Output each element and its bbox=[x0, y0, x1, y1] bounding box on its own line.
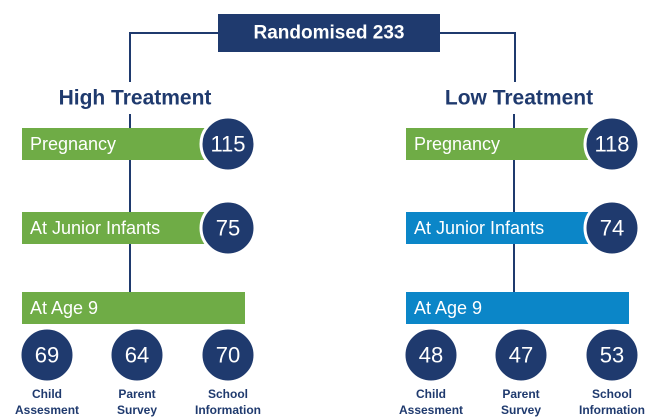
stage-count: 118 bbox=[594, 132, 629, 157]
stage-bar bbox=[406, 292, 629, 324]
outcome-label: Parent bbox=[118, 387, 155, 401]
stage-bar bbox=[22, 212, 215, 244]
outcome-count: 69 bbox=[35, 343, 59, 368]
arm-title: Low Treatment bbox=[445, 87, 593, 110]
top-box bbox=[218, 14, 440, 52]
outcome-label: Assesment bbox=[399, 403, 463, 417]
stage-circle bbox=[199, 199, 257, 257]
outcome-circle bbox=[108, 326, 166, 384]
stage-bar bbox=[406, 128, 599, 160]
outcome-label: Survey bbox=[117, 403, 157, 417]
stage-circle bbox=[199, 115, 257, 173]
outcome-label: Information bbox=[579, 403, 645, 417]
outcome-count: 53 bbox=[600, 343, 624, 368]
outcome-label: Parent bbox=[502, 387, 539, 401]
outcome-circle bbox=[199, 326, 257, 384]
top-label: Randomised 233 bbox=[254, 23, 405, 44]
stage-label: Pregnancy bbox=[30, 134, 116, 154]
stage-bar bbox=[22, 292, 245, 324]
stage-circle bbox=[583, 199, 641, 257]
stage-bar bbox=[22, 128, 215, 160]
stage-circle bbox=[583, 115, 641, 173]
outcome-count: 48 bbox=[419, 343, 443, 368]
stage-count: 74 bbox=[600, 216, 624, 241]
stage-count: 75 bbox=[216, 216, 240, 241]
outcome-label: Child bbox=[416, 387, 446, 401]
outcome-label: Assesment bbox=[15, 403, 79, 417]
outcome-circle bbox=[583, 326, 641, 384]
outcome-circle bbox=[18, 326, 76, 384]
stage-label: Pregnancy bbox=[414, 134, 500, 154]
outcome-label: School bbox=[592, 387, 632, 401]
stage-count: 115 bbox=[210, 132, 245, 157]
stage-label: At Junior Infants bbox=[414, 218, 544, 238]
outcome-circle bbox=[492, 326, 550, 384]
stage-label: At Age 9 bbox=[30, 298, 98, 318]
outcome-circle bbox=[402, 326, 460, 384]
stage-bar bbox=[406, 212, 599, 244]
outcome-label: School bbox=[208, 387, 248, 401]
top-connector bbox=[129, 32, 516, 82]
outcome-count: 70 bbox=[216, 343, 240, 368]
outcome-label: Child bbox=[32, 387, 62, 401]
arm-title: High Treatment bbox=[59, 87, 212, 110]
outcome-label: Survey bbox=[501, 403, 541, 417]
stage-label: At Age 9 bbox=[414, 298, 482, 318]
outcome-count: 47 bbox=[509, 343, 533, 368]
outcome-count: 64 bbox=[125, 343, 149, 368]
outcome-label: Information bbox=[195, 403, 261, 417]
stage-label: At Junior Infants bbox=[30, 218, 160, 238]
